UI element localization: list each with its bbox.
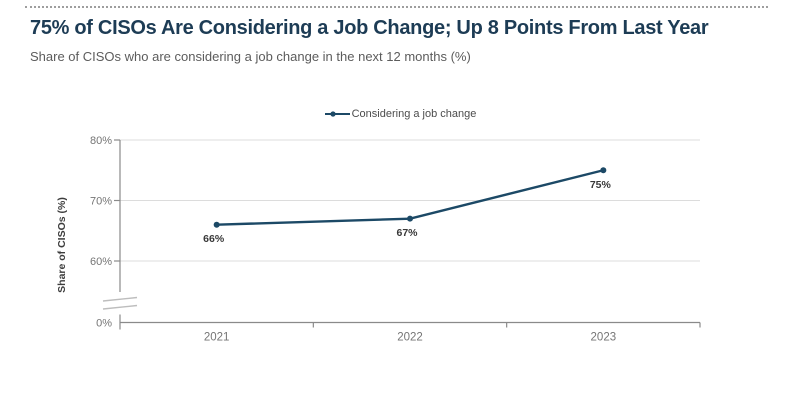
- top-dotted-divider: [25, 6, 768, 8]
- y-tick-label: 60%: [90, 256, 112, 268]
- chart-title: 75% of CISOs Are Considering a Job Chang…: [30, 17, 709, 39]
- data-point-marker: [213, 221, 220, 228]
- x-tick-label: 2023: [591, 332, 617, 344]
- data-point-marker: [600, 167, 607, 174]
- y-tick-label: 0%: [96, 318, 112, 330]
- data-label: 67%: [396, 227, 418, 239]
- data-label: 75%: [590, 179, 612, 191]
- y-tick-label: 70%: [90, 196, 112, 208]
- data-label: 66%: [203, 233, 225, 245]
- legend-label: Considering a job change: [351, 108, 477, 120]
- legend-line-marker-icon: [324, 111, 350, 117]
- axis-break-mark: [102, 296, 138, 302]
- x-tick-label: 2021: [204, 332, 230, 344]
- legend: Considering a job change: [0, 108, 800, 120]
- y-tick-label: 80%: [90, 135, 112, 147]
- data-point-marker: [407, 215, 413, 222]
- axis-break-mark: [102, 304, 138, 310]
- x-tick-label: 2022: [397, 332, 423, 344]
- chart-subtitle: Share of CISOs who are considering a job…: [30, 49, 471, 64]
